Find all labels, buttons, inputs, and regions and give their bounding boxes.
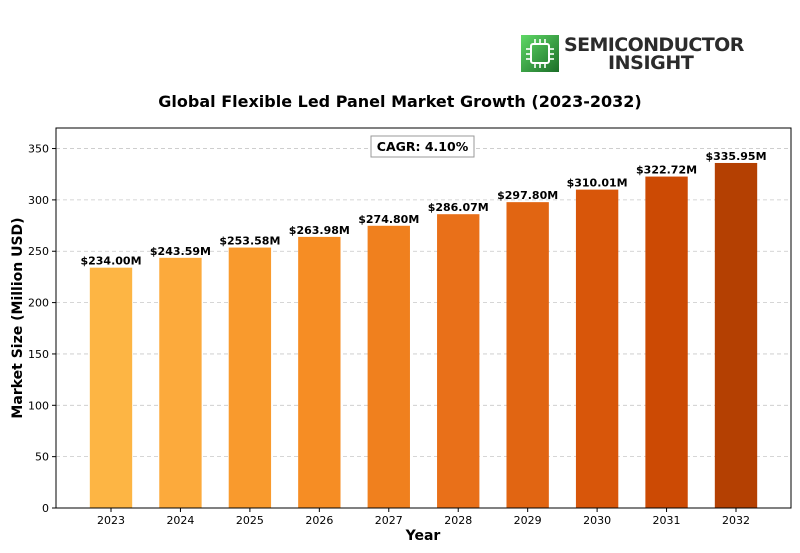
y-tick-label: 100 [28, 399, 49, 412]
y-tick-label: 250 [28, 245, 49, 258]
x-tick-label-2032: 2032 [722, 514, 750, 527]
chip-icon [521, 35, 559, 72]
value-labels: $234.00M $243.59M $253.58M $263.98M $274.80M… [80, 150, 766, 268]
value-label-2024: $243.59M [150, 245, 211, 258]
x-axis-ticks: 2023 2024 2025 2026 2027 2028 2029 2030 2031 2032 [97, 508, 750, 527]
brand-name-line1: SEMICONDUCTOR [564, 34, 744, 56]
brand-name-line2: INSIGHT [608, 52, 694, 74]
y-tick-label: 350 [28, 143, 49, 156]
plot-frame [55, 127, 792, 509]
bar-2029 [506, 202, 549, 508]
value-label-2032: $335.95M [705, 150, 766, 163]
value-label-2023: $234.00M [80, 255, 141, 268]
cagr-annotation: CAGR: 4.10% [370, 135, 475, 158]
y-axis-label: Market Size (Million USD) [10, 217, 26, 418]
bar-2032 [714, 162, 758, 508]
x-tick-label-2031: 2031 [653, 514, 681, 527]
value-label-2029: $297.80M [497, 189, 558, 202]
x-tick-label-2027: 2027 [375, 514, 403, 527]
y-axis-ticks: 0 50 100 150 200 250 300 350 [28, 143, 56, 515]
bar-2027 [367, 225, 410, 508]
x-tick-label-2025: 2025 [236, 514, 264, 527]
bar-2023 [89, 267, 133, 508]
bar-2026 [298, 236, 341, 508]
bar-2028 [437, 214, 480, 509]
y-tick-label: 200 [28, 297, 49, 310]
x-axis-label: Year [405, 528, 441, 544]
x-tick-label-2030: 2030 [583, 514, 611, 527]
chart-title: Global Flexible Led Panel Market Growth … [158, 92, 642, 111]
value-label-2027: $274.80M [358, 213, 419, 226]
y-tick-label: 0 [42, 502, 49, 515]
value-label-2026: $263.98M [289, 224, 350, 237]
x-tick-label-2024: 2024 [166, 514, 194, 527]
y-tick-label: 50 [35, 451, 49, 464]
bar-2030 [575, 189, 619, 508]
bar-2024 [159, 257, 202, 508]
cagr-annotation-text: CAGR: 4.10% [377, 139, 469, 154]
x-tick-label-2028: 2028 [444, 514, 472, 527]
brand-logo: SEMICONDUCTOR INSIGHT [521, 33, 751, 74]
bars [89, 162, 758, 509]
x-tick-label-2023: 2023 [97, 514, 125, 527]
value-label-2025: $253.58M [219, 235, 280, 248]
y-tick-label: 300 [28, 194, 49, 207]
value-label-2028: $286.07M [428, 201, 489, 214]
bar-2025 [228, 247, 272, 509]
x-tick-label-2029: 2029 [514, 514, 542, 527]
y-tick-label: 150 [28, 348, 49, 361]
value-label-2030: $310.01M [567, 177, 628, 190]
value-label-2031: $322.72M [636, 164, 697, 177]
bar-2031 [645, 176, 688, 508]
x-tick-label-2026: 2026 [305, 514, 333, 527]
